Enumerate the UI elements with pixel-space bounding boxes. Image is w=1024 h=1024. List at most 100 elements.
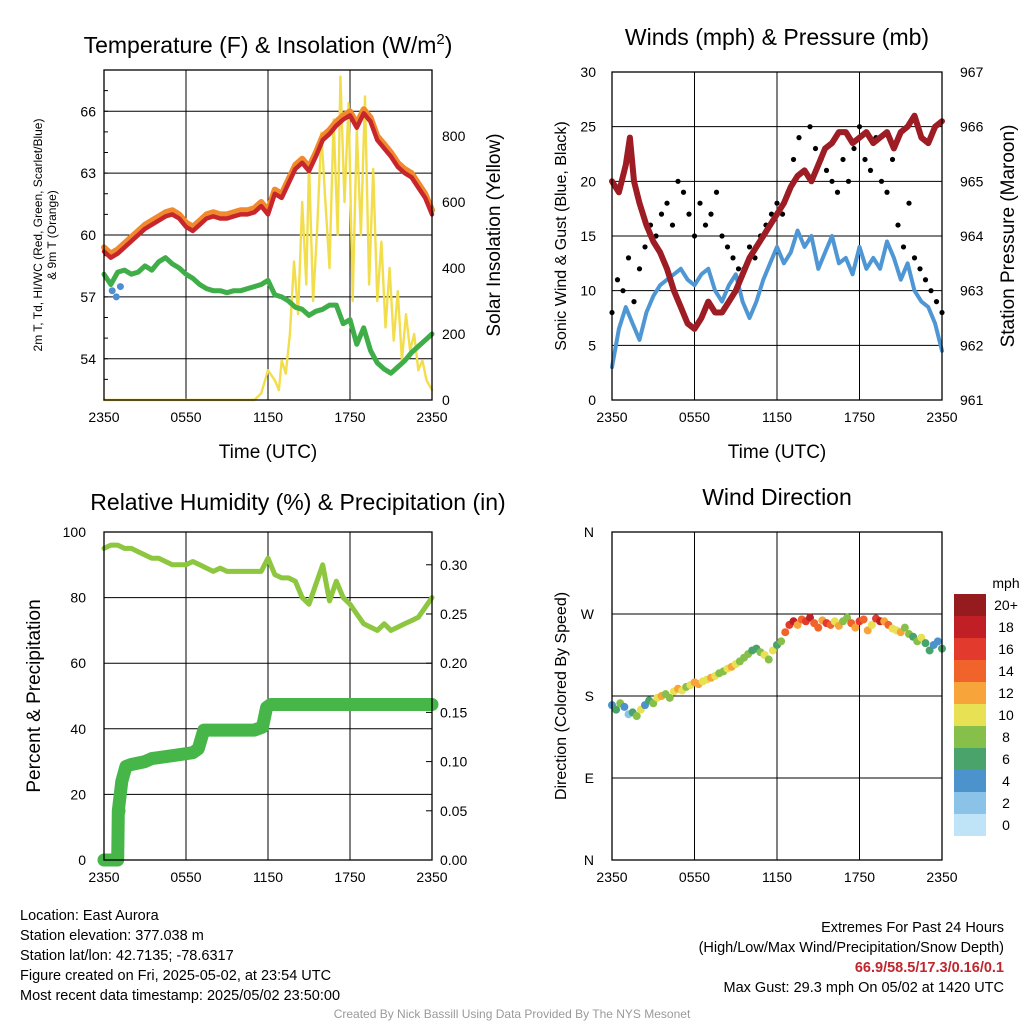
y-axis-label: 2m T, Td, HI/WC (Red, Green, Scarlet/Blu… xyxy=(31,119,45,352)
series-gust-point xyxy=(680,189,687,195)
charts-canvas: 2350 0550 1150 1750 235054576063660200400600… xyxy=(24,24,1020,885)
series-gust-point xyxy=(719,233,725,239)
series-gust-point xyxy=(900,244,907,250)
series-gust-point xyxy=(730,255,736,261)
series-direction-point xyxy=(764,655,773,664)
x-tick-label: 0550 xyxy=(679,869,710,885)
y2-tick-label: 600 xyxy=(442,194,466,210)
series-2m-temperature xyxy=(101,111,435,260)
y2-axis-label: Station Pressure (Maroon) xyxy=(998,125,1019,348)
y-tick-label: 40 xyxy=(70,721,86,737)
series-gust-point xyxy=(856,124,863,130)
series-direction-point xyxy=(851,623,860,632)
series-direction-point xyxy=(612,705,621,714)
y-tick-label: 5 xyxy=(588,337,596,353)
series-gust-point xyxy=(702,222,709,228)
station-info: Location: East Aurora Station elevation:… xyxy=(20,906,340,1006)
x-tick-label: 1150 xyxy=(762,869,792,885)
series-gust-point xyxy=(933,299,940,305)
y-tick-label: 15 xyxy=(580,228,596,244)
extremes-subtitle: (High/Low/Max Wind/Precipitation/Snow De… xyxy=(698,940,1004,956)
x-tick-label: 2350 xyxy=(416,409,447,425)
x-tick-label: 2350 xyxy=(88,869,119,885)
series-direction-point xyxy=(632,712,641,721)
series-gust-point xyxy=(829,178,835,184)
series-gust-point xyxy=(812,145,819,152)
series-hi-wc-point xyxy=(108,287,116,295)
y-tick-label: 54 xyxy=(80,351,96,367)
series-gust-point xyxy=(867,167,874,173)
colorbar-swatch xyxy=(954,660,986,682)
max-gust-text: Max Gust: 29.3 mph On 05/02 at 1420 UTC xyxy=(723,980,1004,996)
y2-tick-label: 0.00 xyxy=(440,852,467,868)
chart-title: Wind Direction xyxy=(702,484,852,510)
chart-title: Temperature (F) & Insolation (W/m2) xyxy=(84,31,453,58)
series-gust-point xyxy=(697,200,703,206)
x-tick-label: 0550 xyxy=(679,409,710,425)
y-tick-label: 57 xyxy=(80,289,96,305)
series-direction-point xyxy=(925,646,934,655)
series-direction-point xyxy=(921,639,930,648)
y-axis-label-2: & 9m T (Orange) xyxy=(45,190,59,280)
y2-tick-label: 965 xyxy=(960,173,984,189)
y-tick-label: W xyxy=(581,606,595,622)
series-gust-point xyxy=(735,266,742,272)
colorbar-unit: mph xyxy=(992,575,1019,591)
y-tick-label: 20 xyxy=(70,786,86,802)
colorbar-swatch xyxy=(954,726,986,748)
extremes-info: Extremes For Past 24 Hours (High/Low/Max… xyxy=(699,918,1004,998)
y2-tick-label: 966 xyxy=(960,119,984,135)
series-gust-point xyxy=(675,178,681,184)
series-hi-wc-point xyxy=(112,293,120,301)
y-tick-label: N xyxy=(584,524,594,540)
x-tick-label: 2350 xyxy=(88,409,119,425)
series-direction-point xyxy=(649,699,658,708)
series-direction-point xyxy=(806,613,814,622)
series-gust-point xyxy=(636,266,643,272)
y-tick-label: 30 xyxy=(580,64,596,80)
y-tick-label: 63 xyxy=(80,165,96,181)
x-tick-label: 2350 xyxy=(596,409,627,425)
series-gust-point xyxy=(889,156,896,163)
colorbar-label: 8 xyxy=(1002,729,1010,745)
y2-tick-label: 800 xyxy=(442,128,466,144)
series-gust-point xyxy=(746,244,753,250)
y2-tick-label: 0.15 xyxy=(440,704,467,720)
y-tick-label: 60 xyxy=(70,655,86,671)
y-tick-label: N xyxy=(584,852,594,868)
series-gust-point xyxy=(796,135,802,141)
series-gust-point xyxy=(686,211,692,217)
series-gust-point xyxy=(862,156,868,163)
series-gust-point xyxy=(884,189,890,195)
series-precipitation xyxy=(97,698,439,867)
series-gust-point xyxy=(807,124,813,130)
series-direction-point xyxy=(933,637,942,646)
extremes-title: Extremes For Past 24 Hours xyxy=(821,920,1004,936)
series-direction-point xyxy=(859,615,868,624)
series-gust-point xyxy=(631,299,637,305)
colorbar-swatch xyxy=(954,594,986,616)
series-gust-point xyxy=(911,255,918,261)
plot-border xyxy=(103,69,433,401)
y2-tick-label: 0.25 xyxy=(440,606,467,622)
series-gust-point xyxy=(895,222,901,228)
colorbar-label: 0 xyxy=(1002,817,1010,833)
y-tick-label: 100 xyxy=(63,524,87,540)
y2-tick-label: 200 xyxy=(442,326,466,342)
x-tick-label: 1750 xyxy=(334,409,365,425)
x-tick-label: 0550 xyxy=(170,409,201,425)
credit-text: Created By Nick Bassill Using Data Provi… xyxy=(333,1007,691,1021)
x-tick-label: 1150 xyxy=(762,409,792,425)
series-gust-point xyxy=(774,200,780,206)
y2-tick-label: 0 xyxy=(442,392,450,408)
colorbar-swatch xyxy=(954,792,986,814)
series-gust-point xyxy=(928,288,934,294)
series-gust-point xyxy=(669,222,676,228)
y2-tick-label: 0.20 xyxy=(440,655,467,671)
series-gust-point xyxy=(691,233,698,239)
series-precipitation-point xyxy=(112,804,126,818)
colorbar-swatch xyxy=(954,616,986,638)
series-gust-point xyxy=(823,167,830,173)
colorbar-label: 12 xyxy=(998,685,1014,701)
x-tick-label: 2350 xyxy=(926,869,957,885)
